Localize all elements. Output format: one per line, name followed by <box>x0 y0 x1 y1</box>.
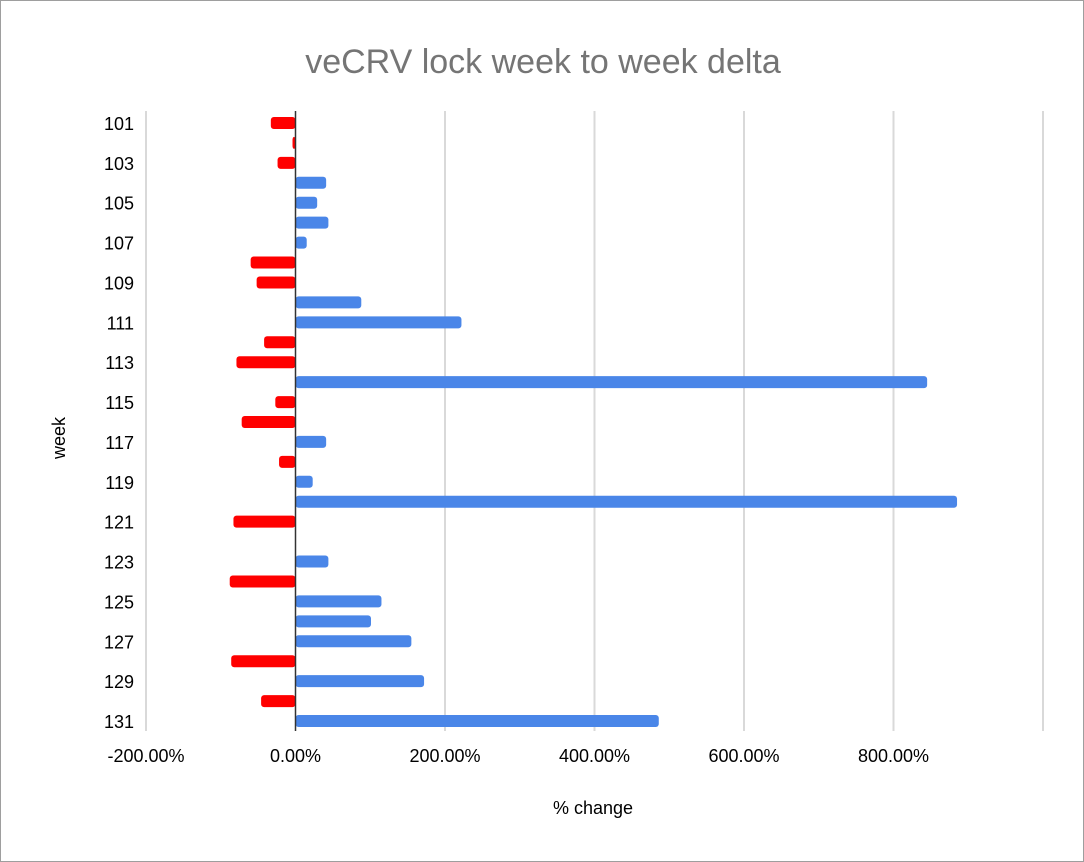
bar-week-118 <box>279 455 296 468</box>
y-tick-label: 115 <box>105 393 134 413</box>
y-tick-label: 123 <box>104 553 134 573</box>
y-tick-label: 105 <box>104 194 134 214</box>
y-tick-label: 117 <box>105 433 134 453</box>
axes: -200.00% 0.00% 200.00% 400.00% 600.00% 800.00… <box>104 111 929 766</box>
y-tick-label: 103 <box>104 154 134 174</box>
bar-week-111 <box>295 316 462 329</box>
bar-week-106 <box>295 216 329 229</box>
bar-week-113 <box>236 356 296 369</box>
x-tick-label: -200.00% <box>107 746 184 766</box>
x-tick-label: 800.00% <box>858 746 929 766</box>
bar-week-103 <box>277 156 296 169</box>
y-tick-label: 101 <box>104 114 134 134</box>
bar-week-125 <box>295 595 382 608</box>
bar-week-116 <box>241 416 296 428</box>
bar-week-127 <box>295 635 412 648</box>
bar-week-130 <box>261 695 296 708</box>
y-tick-label: 107 <box>104 234 134 254</box>
bar-week-105 <box>295 196 318 209</box>
bar-week-119 <box>295 475 313 488</box>
bar-week-123 <box>295 555 329 568</box>
bar-week-124 <box>229 575 296 588</box>
bar-week-129 <box>295 675 425 688</box>
x-tick-label: 200.00% <box>409 746 480 766</box>
x-tick-label: 400.00% <box>559 746 630 766</box>
bar-week-115 <box>275 396 296 409</box>
bar-week-114 <box>295 376 928 389</box>
y-tick-label: 125 <box>104 592 134 612</box>
bar-week-110 <box>295 296 362 309</box>
y-tick-label: 121 <box>104 513 134 533</box>
y-tick-label: 127 <box>104 632 134 652</box>
x-tick-label: 0.00% <box>270 746 321 766</box>
bar-week-101 <box>270 117 296 129</box>
y-tick-label: 111 <box>107 313 134 333</box>
bar-week-107 <box>295 236 307 249</box>
bar-week-128 <box>231 655 296 668</box>
bar-week-108 <box>250 256 296 269</box>
chart-title: veCRV lock week to week delta <box>305 43 781 81</box>
bar-week-121 <box>233 515 296 528</box>
y-tick-label: 131 <box>104 712 134 732</box>
gridlines <box>145 111 1044 731</box>
y-axis-label: week <box>49 416 69 460</box>
x-tick-label: 600.00% <box>708 746 779 766</box>
y-tick-label: 129 <box>104 672 134 692</box>
y-tick-label: 109 <box>104 273 134 293</box>
bar-week-120 <box>295 495 958 508</box>
x-axis-label: % change <box>553 798 633 818</box>
bar-week-117 <box>295 435 327 448</box>
bars <box>229 117 958 727</box>
bar-week-126 <box>295 615 371 628</box>
bar-week-104 <box>295 176 327 189</box>
y-tick-label: 119 <box>105 473 134 493</box>
bar-week-112 <box>264 336 296 349</box>
bar-week-131 <box>295 715 659 727</box>
bar-week-109 <box>256 276 296 289</box>
y-tick-label: 113 <box>105 353 134 373</box>
